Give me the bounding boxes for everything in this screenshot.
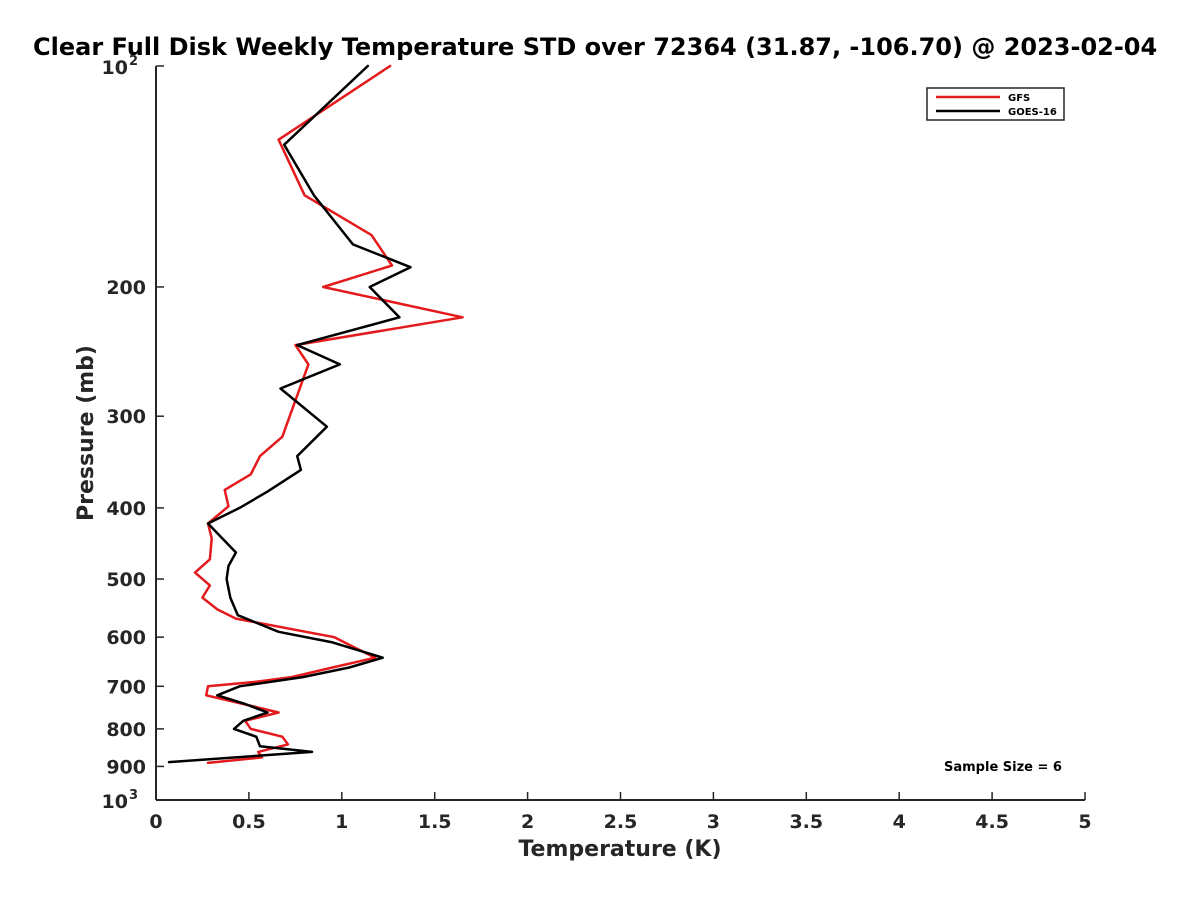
x-tick-label: 2.5 xyxy=(604,811,638,833)
x-ticks: 0 0.5 1 1.5 2 2.5 3 3.5 4 4.5 5 xyxy=(149,792,1092,833)
legend-label-gfs: GFS xyxy=(1008,93,1030,104)
chart-title: Clear Full Disk Weekly Temperature STD o… xyxy=(33,33,1157,61)
x-tick-label: 3 xyxy=(707,811,720,833)
y-tick-label: 10 xyxy=(102,791,128,813)
y-tick-label: 700 xyxy=(106,676,146,698)
y-axis-label: Pressure (mb) xyxy=(74,345,99,521)
x-tick-label: 4.5 xyxy=(975,811,1009,833)
x-tick-label: 0.5 xyxy=(232,811,266,833)
y-tick-exponent: 3 xyxy=(129,788,138,803)
x-tick-label: 2 xyxy=(521,811,534,833)
y-tick-label: 600 xyxy=(106,627,146,649)
series-line-goes16 xyxy=(167,64,412,764)
x-tick-label: 5 xyxy=(1078,811,1091,833)
y-tick-label: 900 xyxy=(106,756,146,778)
series-line-gfs xyxy=(193,64,464,765)
y-tick-label: 300 xyxy=(106,406,146,428)
legend-label-goes16: GOES-16 xyxy=(1008,107,1057,118)
x-tick-label: 1 xyxy=(335,811,348,833)
x-tick-label: 3.5 xyxy=(789,811,823,833)
y-tick-label: 500 xyxy=(106,569,146,591)
y-tick-label: 800 xyxy=(106,719,146,741)
y-tick-exponent: 2 xyxy=(129,54,138,69)
legend-box xyxy=(926,87,1065,121)
series-group xyxy=(167,64,464,765)
x-axis-label: Temperature (K) xyxy=(518,837,721,862)
legend: GFS GOES-16 xyxy=(926,87,1065,121)
y-tick-label: 400 xyxy=(106,498,146,520)
x-tick-label: 1.5 xyxy=(418,811,452,833)
sample-size-annotation: Sample Size = 6 xyxy=(944,760,1062,775)
x-tick-label: 4 xyxy=(893,811,906,833)
y-tick-label: 10 xyxy=(102,57,128,79)
y-tick-label: 200 xyxy=(106,277,146,299)
x-tick-label: 0 xyxy=(149,811,162,833)
